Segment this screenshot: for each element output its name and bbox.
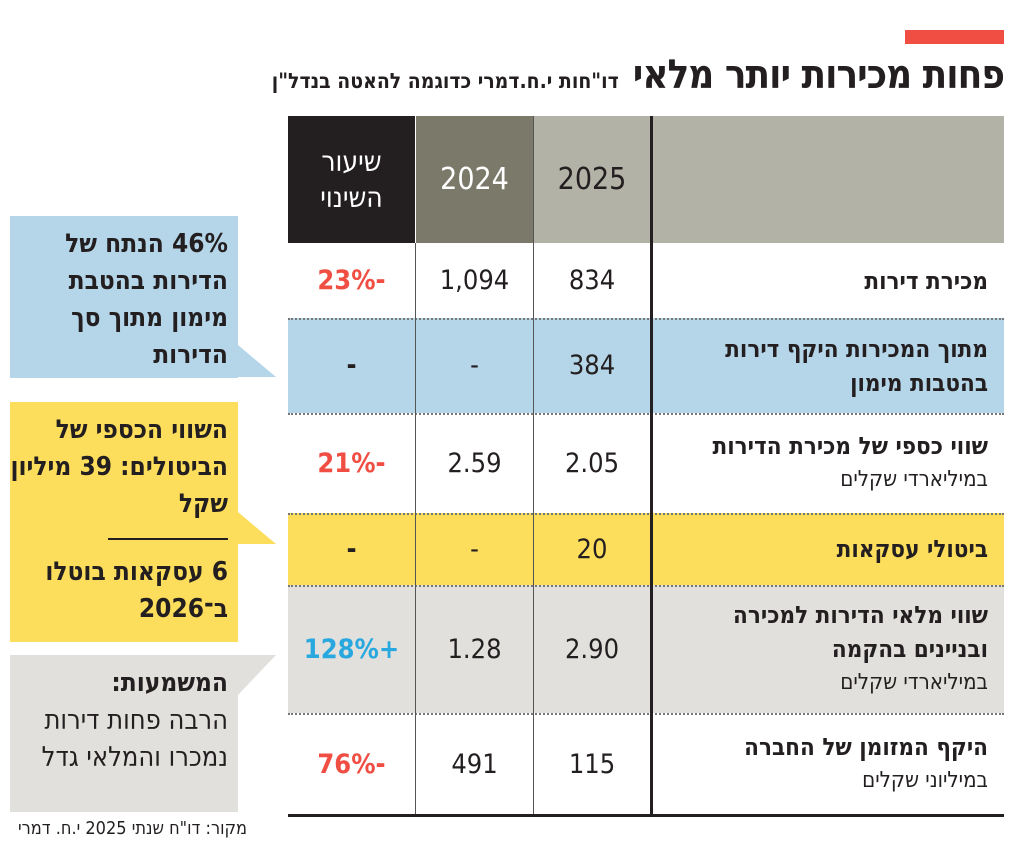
cell-change: - [346, 350, 357, 381]
header-label [653, 116, 1004, 243]
source-note: מקור: דו"ח שנתי 2025 י.ח. דמרי [18, 818, 247, 839]
label-divider [650, 116, 653, 815]
cell-2025: 115 [568, 748, 616, 780]
row-separator [288, 413, 1004, 415]
cell-2024: 491 [451, 748, 498, 780]
cell-2025: 2.90 [564, 633, 620, 665]
title: פחות מכירות יותר מלאי [632, 52, 1005, 98]
cell-change: +128% [303, 633, 400, 665]
table-row [288, 713, 1004, 815]
header-2025: 2025 [534, 116, 650, 243]
cell-change: -21% [317, 447, 386, 479]
cell-2024: - [470, 533, 479, 565]
row-unit: במיליארדי שקלים [840, 467, 988, 492]
callout-divider [108, 538, 228, 540]
callout-yellow-text-2: 6 עסקאות בוטלו ב־2026 [45, 557, 228, 624]
table-row [288, 413, 1004, 513]
table-row [288, 243, 1004, 318]
cell-2025: 2.05 [564, 447, 620, 479]
row-label: מתוך המכירות היקף דירות בהטבות מימון [653, 318, 1004, 413]
row-label: היקף המזומן של החברה במיליוני שקלים [653, 713, 1004, 815]
cell-2024: 2.59 [447, 447, 502, 479]
table-bottom-rule [288, 814, 1004, 817]
row-label-text: ביטולי עסקאות [836, 535, 988, 563]
row-unit: במיליארדי שקלים [840, 670, 988, 695]
callout-pointer [238, 512, 276, 544]
cell-change: -76% [317, 748, 386, 780]
row-label: מכירת דירות [653, 243, 1004, 318]
callout-grey-body: הרבה פחות דירות נמכרו והמלאי גדל [41, 705, 228, 773]
table-row [288, 318, 1004, 413]
callout-grey: המשמעות: הרבה פחות דירות נמכרו והמלאי גד… [10, 655, 238, 812]
table-row [288, 585, 1004, 713]
row-separator [288, 585, 1004, 587]
callout-pointer [238, 655, 276, 695]
cell-2024: 1.28 [447, 633, 502, 665]
callout-yellow-text-1: השווי הכספי של הביטולים: 39 מיליון שקל [10, 415, 228, 519]
cell-2025: 834 [568, 265, 616, 296]
row-label: ביטולי עסקאות [653, 513, 1004, 585]
row-separator [288, 513, 1004, 515]
row-label: שווי כספי של מכירת הדירות במיליארדי שקלים [653, 413, 1004, 513]
cell-2024: - [470, 350, 479, 381]
cell-change: - [346, 533, 357, 565]
cell-2025: 20 [576, 533, 608, 565]
callout-blue: 46% הנתח של הדירות בהטבת מימון מתוך סך ה… [10, 216, 238, 378]
header-2024: 2024 [416, 116, 533, 243]
callout-pointer [238, 345, 276, 377]
col-divider [533, 116, 534, 815]
title-block: פחות מכירות יותר מלאי דו"חות י.ח.דמרי כד… [271, 52, 1005, 98]
row-label-text: מכירת דירות [864, 266, 988, 295]
row-label-text: שווי כספי של מכירת הדירות [712, 432, 988, 460]
callout-yellow: השווי הכספי של הביטולים: 39 מיליון שקל 6… [10, 402, 238, 642]
subtitle: דו"חות י.ח.דמרי כדוגמה להאטה בנדל"ן [271, 69, 619, 93]
row-label-text: היקף המזומן של החברה [744, 733, 988, 761]
row-label-text: שווי מלאי הדירות למכירה ובניינים בהקמה [733, 601, 988, 663]
row-unit: במיליוני שקלים [862, 768, 988, 793]
row-separator [288, 713, 1004, 715]
cell-change: -23% [317, 265, 386, 296]
row-label-text: מתוך המכירות היקף דירות בהטבות מימון [725, 334, 988, 397]
header-change: שיעור השינוי [288, 116, 415, 243]
cell-2025: 384 [568, 350, 616, 381]
callout-grey-title: המשמעות: [111, 668, 228, 698]
row-label: שווי מלאי הדירות למכירה ובניינים בהקמה במ… [653, 585, 1004, 713]
col-divider [415, 243, 416, 815]
cell-2024: 1,094 [439, 265, 510, 296]
row-separator [288, 318, 1004, 320]
accent-bar [905, 30, 1004, 44]
callout-blue-text: 46% הנתח של הדירות בהטבת מימון מתוך סך ה… [65, 229, 228, 370]
table-row [288, 513, 1004, 585]
